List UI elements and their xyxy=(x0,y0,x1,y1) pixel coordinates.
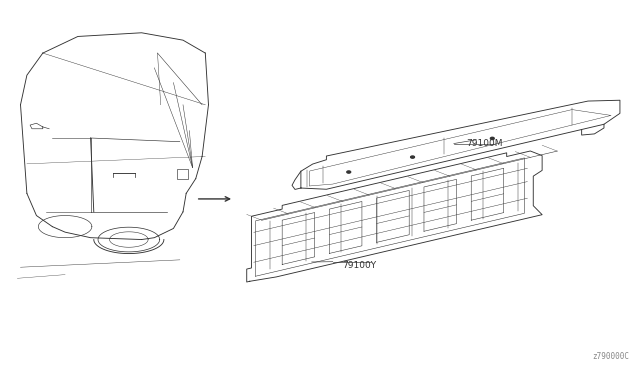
Circle shape xyxy=(490,137,494,140)
Text: z790000C: z790000C xyxy=(592,352,629,361)
Text: 79100Y: 79100Y xyxy=(342,261,376,270)
Circle shape xyxy=(411,156,415,158)
Text: 79100M: 79100M xyxy=(467,139,503,148)
Circle shape xyxy=(347,171,351,173)
Bar xyxy=(177,169,188,179)
